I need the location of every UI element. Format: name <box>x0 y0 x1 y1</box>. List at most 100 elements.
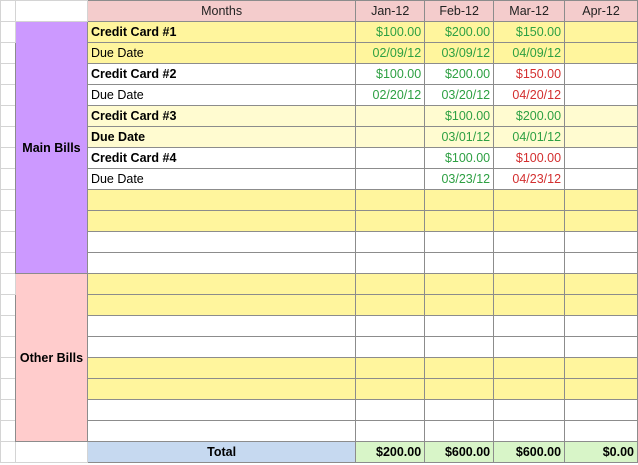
value-cell[interactable] <box>355 231 426 253</box>
month-header[interactable]: Jan-12 <box>355 0 426 22</box>
value-cell[interactable] <box>424 231 495 253</box>
value-cell[interactable] <box>424 252 495 274</box>
value-cell[interactable]: $200.00 <box>424 63 495 85</box>
bill-label[interactable] <box>86 231 357 253</box>
value-cell[interactable] <box>493 252 566 274</box>
blank-cell[interactable] <box>0 420 16 442</box>
value-cell[interactable] <box>355 210 426 232</box>
blank-cell[interactable] <box>0 378 16 400</box>
value-cell[interactable] <box>493 273 566 295</box>
value-cell[interactable] <box>355 315 426 337</box>
value-cell[interactable] <box>355 378 426 400</box>
value-cell[interactable] <box>564 315 638 337</box>
value-cell[interactable] <box>493 210 566 232</box>
value-cell[interactable] <box>355 420 426 442</box>
value-cell[interactable]: $150.00 <box>493 63 566 85</box>
value-cell[interactable] <box>424 294 495 316</box>
value-cell[interactable]: 04/09/12 <box>493 42 566 64</box>
bill-label[interactable]: Due Date <box>86 42 357 64</box>
blank-cell[interactable] <box>0 399 16 421</box>
value-cell[interactable]: $100.00 <box>424 147 495 169</box>
bill-label[interactable] <box>86 399 357 421</box>
value-cell[interactable] <box>493 399 566 421</box>
bill-label[interactable] <box>86 315 357 337</box>
value-cell[interactable]: $200.00 <box>493 105 566 127</box>
bill-label[interactable] <box>86 357 357 379</box>
value-cell[interactable]: 03/23/12 <box>424 168 495 190</box>
bill-label[interactable] <box>86 189 357 211</box>
value-cell[interactable]: 03/01/12 <box>424 126 495 148</box>
total-value[interactable]: $200.00 <box>355 441 426 463</box>
value-cell[interactable] <box>564 420 638 442</box>
total-value[interactable]: $0.00 <box>564 441 638 463</box>
bill-label[interactable]: Credit Card #4 <box>86 147 357 169</box>
value-cell[interactable] <box>564 231 638 253</box>
value-cell[interactable] <box>355 147 426 169</box>
value-cell[interactable] <box>355 294 426 316</box>
blank-cell[interactable] <box>0 210 16 232</box>
value-cell[interactable] <box>564 42 638 64</box>
blank-cell[interactable] <box>0 0 16 22</box>
month-header[interactable]: Mar-12 <box>493 0 566 22</box>
value-cell[interactable] <box>493 357 566 379</box>
main-bills-group-label[interactable]: Main Bills <box>14 21 88 274</box>
value-cell[interactable]: $100.00 <box>355 63 426 85</box>
value-cell[interactable] <box>564 126 638 148</box>
value-cell[interactable] <box>564 84 638 106</box>
blank-cell[interactable] <box>0 21 16 43</box>
value-cell[interactable] <box>493 315 566 337</box>
months-header[interactable]: Months <box>86 0 357 22</box>
value-cell[interactable]: 04/01/12 <box>493 126 566 148</box>
value-cell[interactable] <box>493 294 566 316</box>
value-cell[interactable] <box>493 420 566 442</box>
blank-cell[interactable] <box>0 189 16 211</box>
bill-label[interactable]: Credit Card #3 <box>86 105 357 127</box>
value-cell[interactable] <box>355 273 426 295</box>
value-cell[interactable] <box>564 147 638 169</box>
value-cell[interactable] <box>564 378 638 400</box>
bill-label[interactable] <box>86 294 357 316</box>
blank-cell[interactable] <box>14 441 88 463</box>
value-cell[interactable] <box>564 273 638 295</box>
blank-cell[interactable] <box>0 63 16 85</box>
value-cell[interactable] <box>493 336 566 358</box>
blank-cell[interactable] <box>0 126 16 148</box>
bill-label[interactable] <box>86 273 357 295</box>
value-cell[interactable] <box>564 357 638 379</box>
value-cell[interactable] <box>355 105 426 127</box>
blank-cell[interactable] <box>0 252 16 274</box>
value-cell[interactable] <box>564 210 638 232</box>
value-cell[interactable] <box>424 399 495 421</box>
bill-label[interactable] <box>86 336 357 358</box>
total-label[interactable]: Total <box>86 441 357 463</box>
blank-cell[interactable] <box>0 336 16 358</box>
value-cell[interactable]: 04/20/12 <box>493 84 566 106</box>
value-cell[interactable]: 02/09/12 <box>355 42 426 64</box>
value-cell[interactable]: $150.00 <box>493 21 566 43</box>
value-cell[interactable] <box>355 357 426 379</box>
blank-cell[interactable] <box>0 441 16 463</box>
value-cell[interactable] <box>493 378 566 400</box>
month-header[interactable]: Feb-12 <box>424 0 495 22</box>
value-cell[interactable]: 02/20/12 <box>355 84 426 106</box>
value-cell[interactable] <box>564 399 638 421</box>
value-cell[interactable] <box>355 336 426 358</box>
value-cell[interactable] <box>424 336 495 358</box>
value-cell[interactable] <box>424 210 495 232</box>
value-cell[interactable] <box>493 189 566 211</box>
value-cell[interactable] <box>564 189 638 211</box>
value-cell[interactable] <box>564 252 638 274</box>
value-cell[interactable] <box>355 399 426 421</box>
value-cell[interactable]: 03/09/12 <box>424 42 495 64</box>
value-cell[interactable] <box>564 105 638 127</box>
value-cell[interactable]: 04/23/12 <box>493 168 566 190</box>
blank-cell[interactable] <box>0 273 16 295</box>
value-cell[interactable] <box>355 168 426 190</box>
blank-cell[interactable] <box>0 231 16 253</box>
blank-cell[interactable] <box>0 357 16 379</box>
value-cell[interactable]: $100.00 <box>355 21 426 43</box>
blank-cell[interactable] <box>0 84 16 106</box>
value-cell[interactable] <box>424 420 495 442</box>
blank-cell[interactable] <box>0 294 16 316</box>
bill-label[interactable] <box>86 210 357 232</box>
